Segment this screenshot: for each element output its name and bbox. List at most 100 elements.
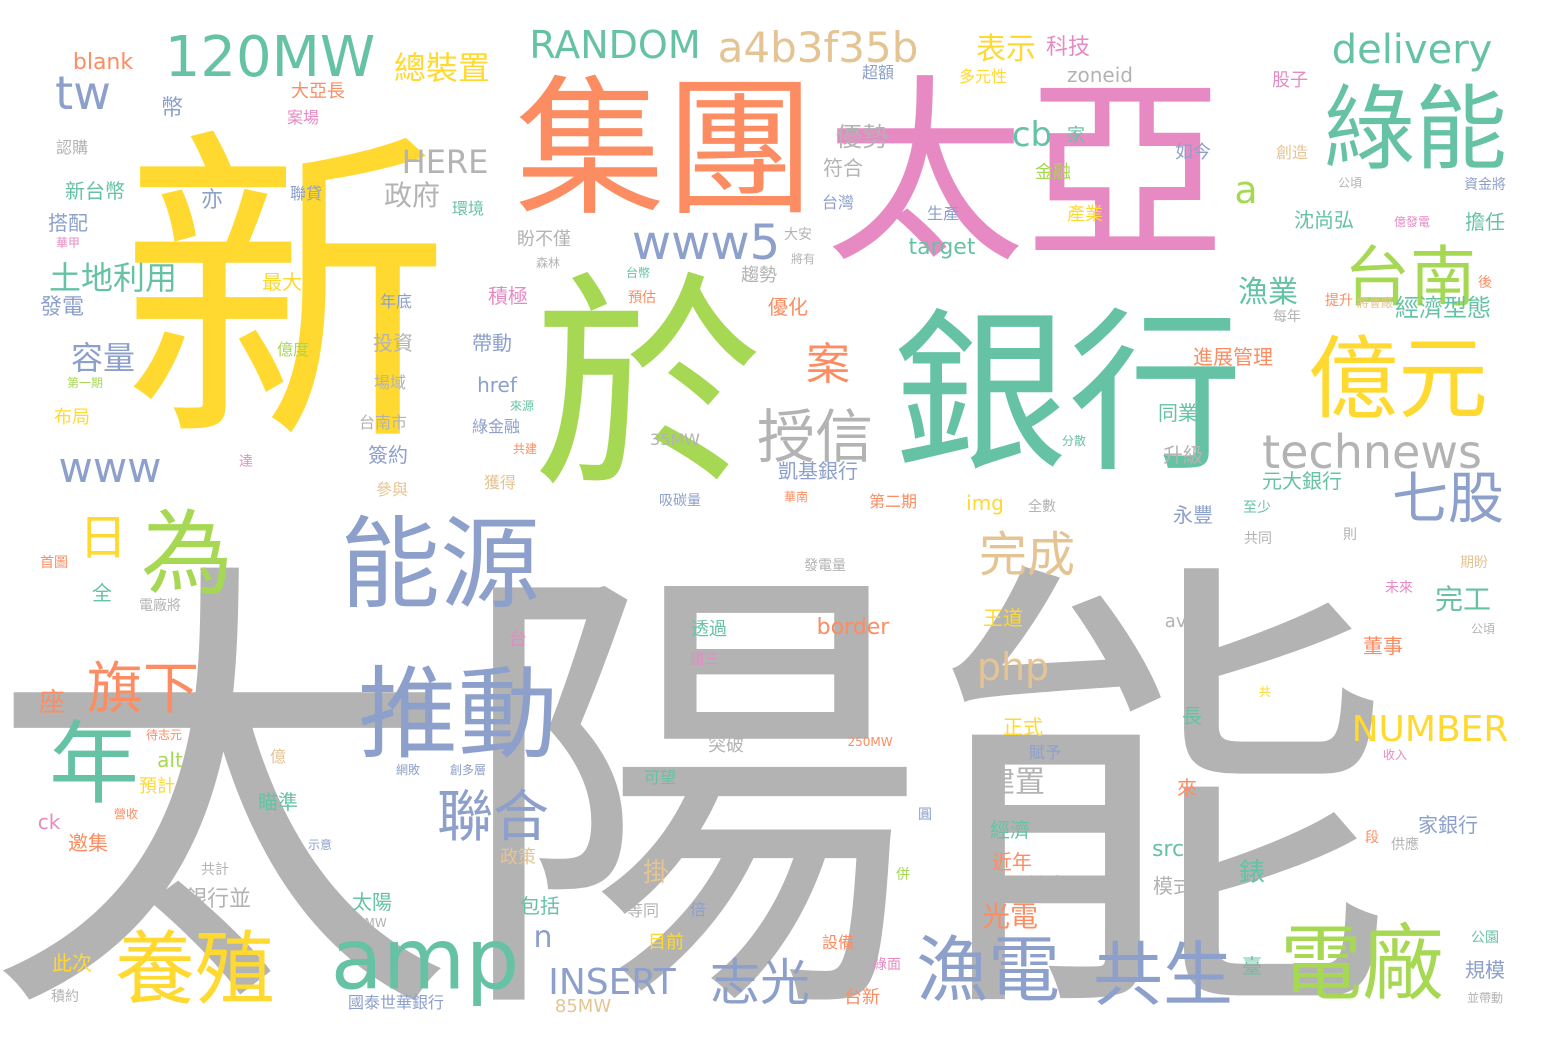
cloud-word: 可望: [643, 768, 677, 787]
cloud-word: NUMBER: [1351, 709, 1509, 750]
cloud-word: 最大: [262, 270, 302, 294]
cloud-word: 新: [120, 103, 450, 487]
cloud-word: 分散: [1061, 434, 1087, 448]
cloud-word: INSERT: [548, 962, 676, 1003]
cloud-word: 正式: [1003, 715, 1043, 739]
cloud-word: 聯貸: [289, 184, 323, 203]
cloud-word: 共同: [1244, 531, 1272, 547]
cloud-word: avw: [1164, 611, 1202, 632]
cloud-word: 幣: [160, 96, 184, 121]
cloud-word: 建置: [985, 765, 1045, 800]
cloud-word: ck: [37, 810, 61, 834]
cloud-word: 設備: [821, 933, 855, 952]
cloud-word: 政府: [383, 179, 441, 212]
cloud-word: 第二期: [868, 492, 918, 511]
cloud-word: 聯合: [437, 785, 549, 850]
cloud-word: 環境: [451, 199, 485, 218]
cloud-word: 森林: [535, 256, 561, 270]
cloud-word: 太亞: [824, 58, 1226, 291]
cloud-word: 250MW: [847, 735, 893, 749]
cloud-word: 預計: [139, 776, 175, 797]
cloud-word: 獲得: [483, 473, 517, 492]
cloud-word: tw: [55, 66, 111, 120]
cloud-word: 創多層: [449, 763, 487, 777]
cloud-word: 表示: [976, 32, 1036, 67]
cloud-word: 電廠: [1279, 917, 1445, 1012]
cloud-word: 為: [140, 501, 234, 608]
cloud-word: RANDOM: [529, 23, 701, 67]
cloud-word: 元大銀行: [1262, 469, 1342, 493]
cloud-word: blank: [72, 50, 134, 75]
cloud-word: 併: [896, 867, 910, 883]
cloud-word: 公頃: [1337, 176, 1363, 190]
cloud-word: 於: [532, 254, 764, 521]
cloud-word: 億: [269, 747, 287, 766]
cloud-word: delivery: [1331, 27, 1493, 73]
cloud-word: border: [816, 615, 890, 640]
cloud-word: 則: [1343, 527, 1357, 543]
cloud-word: 示意: [307, 838, 333, 852]
cloud-word: 科技: [1045, 35, 1091, 60]
cloud-word: 年: [49, 712, 139, 817]
cloud-word: 綠面: [873, 957, 901, 973]
cloud-word: 永豐: [1173, 503, 1213, 527]
cloud-word: technews: [1262, 425, 1482, 479]
cloud-word: 綠金融: [471, 417, 521, 436]
cloud-word: 後: [1478, 275, 1492, 291]
cloud-word: 共計: [201, 862, 229, 878]
cloud-word: 邀集: [68, 831, 108, 855]
cloud-word: www5: [631, 215, 781, 271]
cloud-word: 發電量: [804, 558, 846, 574]
cloud-word: 董事: [1363, 634, 1403, 658]
cloud-word: amp: [330, 910, 520, 1010]
cloud-word: 積極: [488, 284, 528, 308]
cloud-word: 盼不僅: [517, 229, 571, 250]
cloud-word: 同業: [1158, 401, 1198, 425]
cloud-word: 收入: [1382, 748, 1408, 762]
cloud-word: 台: [509, 629, 527, 650]
cloud-word: 大安: [784, 227, 812, 243]
cloud-word: 台新: [844, 987, 880, 1008]
cloud-word: 金融: [1035, 162, 1071, 183]
cloud-word: 長: [1182, 704, 1202, 728]
cloud-word: 規模: [1465, 958, 1505, 982]
cloud-word: 銀行: [893, 293, 1243, 497]
cloud-word: a: [1234, 168, 1258, 212]
cloud-word: 發電: [39, 295, 85, 320]
cloud-word: 未來: [1385, 580, 1413, 596]
cloud-word: cb: [1011, 115, 1053, 155]
cloud-word: 太陽: [352, 890, 392, 914]
cloud-word: 華南: [783, 490, 809, 504]
cloud-word: 股子: [1272, 70, 1308, 91]
cloud-word: 能源: [340, 506, 540, 623]
cloud-word: 總裝置: [393, 49, 491, 87]
cloud-word: 電廠將: [139, 598, 181, 614]
cloud-word: 銀行並: [184, 887, 252, 912]
cloud-word: 全: [92, 581, 112, 605]
cloud-word: 35MW: [650, 430, 700, 449]
cloud-word: 國泰世華銀行: [347, 993, 445, 1012]
cloud-word: 新台幣: [65, 179, 125, 203]
cloud-word: 此次: [52, 951, 92, 975]
cloud-word: 大亞長: [291, 81, 345, 102]
cloud-word: 旗下: [87, 657, 199, 722]
cloud-word: 將有: [790, 252, 816, 266]
cloud-word: 來: [1177, 776, 1197, 800]
cloud-word: 漁業: [1238, 275, 1298, 310]
cloud-word: 目前: [648, 932, 684, 953]
cloud-word: target: [908, 235, 976, 260]
cloud-word: 案: [806, 339, 850, 390]
cloud-word: 段: [1365, 830, 1379, 846]
cloud-word: 臺: [1242, 954, 1262, 978]
cloud-word: 公頃: [1470, 622, 1496, 636]
cloud-word: 布局: [54, 407, 90, 428]
cloud-word: 年底: [379, 292, 413, 311]
cloud-word: 多元性: [958, 67, 1008, 86]
cloud-word: 每年: [1273, 309, 1301, 325]
cloud-word: 漁電: [915, 928, 1061, 1012]
cloud-word: href: [477, 373, 517, 397]
cloud-word: 太陽能: [0, 526, 1395, 1052]
cloud-word: 共: [1258, 685, 1272, 699]
cloud-word: 來源: [509, 399, 535, 413]
cloud-word: 期盼: [1460, 555, 1488, 571]
